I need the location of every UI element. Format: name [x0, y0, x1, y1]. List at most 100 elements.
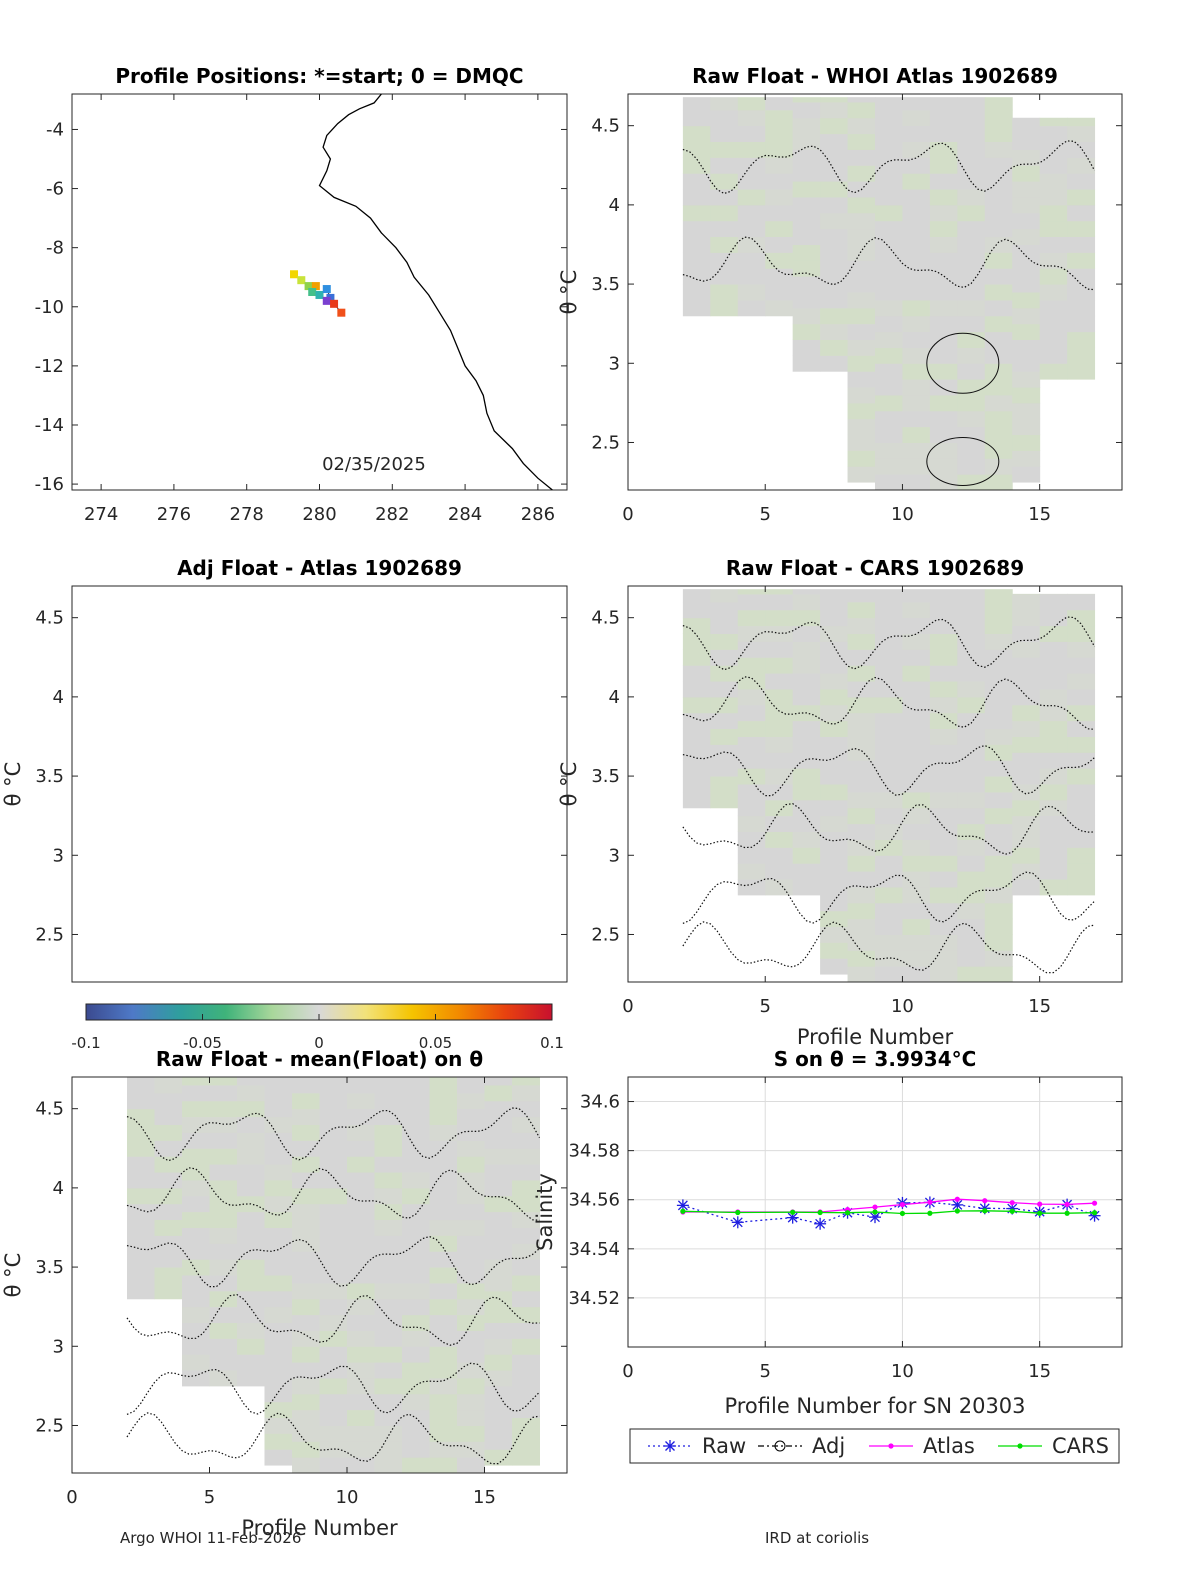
heatmap-cell — [347, 1235, 375, 1252]
footer-left: Argo WHOI 11-Feb-2026 — [120, 1529, 301, 1547]
x-tick-label: 280 — [302, 504, 336, 525]
heatmap-field — [682, 97, 1096, 490]
heatmap-cell — [820, 355, 849, 372]
heatmap-cell — [929, 236, 958, 253]
heatmap-cell — [682, 665, 711, 682]
y-tick-label: -10 — [35, 297, 64, 318]
heatmap-cell — [957, 601, 986, 619]
heatmap-cell — [1039, 284, 1068, 301]
heatmap-cell — [929, 696, 958, 714]
heatmap-cell — [1012, 688, 1041, 706]
heatmap-cell — [984, 204, 1013, 222]
heatmap-cell — [957, 665, 986, 682]
heatmap-cell — [484, 1290, 513, 1308]
heatmap-cell — [319, 1108, 348, 1126]
y-tick-label: 4 — [609, 687, 620, 708]
heatmap-cell — [457, 1409, 485, 1426]
heatmap-cell — [374, 1282, 403, 1300]
heatmap-cell — [374, 1092, 403, 1110]
heatmap-cell — [237, 1077, 265, 1086]
heatmap-cell — [820, 117, 849, 135]
heatmap-cell — [875, 649, 903, 666]
heatmap-cell — [984, 458, 1013, 475]
x-tick-label: 284 — [448, 504, 482, 525]
heatmap-cell — [875, 109, 903, 127]
heatmap-cell — [737, 125, 766, 143]
heatmap-cell — [512, 1084, 540, 1102]
heatmap-cell — [1012, 339, 1041, 356]
heatmap-cell — [765, 236, 794, 253]
heatmap-cell — [847, 791, 876, 809]
heatmap-cell — [319, 1441, 348, 1458]
heatmap-cell — [875, 379, 903, 396]
heatmap-cell — [1039, 593, 1068, 595]
heatmap-cell — [875, 855, 903, 872]
heatmap-cell — [765, 673, 794, 690]
heatmap-cell — [1012, 418, 1041, 436]
heatmap-cell — [984, 426, 1013, 443]
heatmap-cell — [957, 141, 986, 158]
heatmap-cell — [929, 442, 958, 459]
heatmap-cell — [127, 1172, 155, 1189]
heatmap-cell — [929, 299, 958, 317]
heatmap-cell — [875, 410, 903, 428]
heatmap-cell — [1067, 236, 1096, 253]
heatmap-cell — [292, 1393, 320, 1411]
heatmap-cell — [765, 252, 794, 269]
heatmap-cell — [457, 1187, 485, 1205]
heatmap-cell — [847, 196, 876, 214]
heatmap-cell — [292, 1172, 320, 1189]
heatmap-cell — [682, 299, 711, 317]
heatmap-cell — [902, 855, 931, 872]
y-tick-label: 4 — [609, 195, 620, 216]
heatmap-cell — [1012, 387, 1041, 404]
heatmap-cell — [875, 950, 903, 967]
heatmap-cell — [402, 1235, 430, 1252]
heatmap-cell — [127, 1156, 155, 1173]
heatmap-cell — [929, 284, 958, 301]
heatmap-cell — [957, 157, 986, 174]
heatmap-field — [126, 1077, 541, 1473]
data-point — [680, 1208, 686, 1214]
heatmap-cell — [512, 1164, 540, 1181]
heatmap-cell — [292, 1441, 320, 1458]
colorbar-tick-label: -0.1 — [71, 1034, 100, 1052]
heatmap-cell — [682, 776, 711, 793]
heatmap-cell — [875, 902, 903, 920]
heatmap-cell — [402, 1298, 430, 1316]
heatmap-cell — [737, 220, 766, 238]
heatmap-cell — [875, 97, 903, 111]
heatmap-cell — [929, 681, 958, 698]
heatmap-cell — [182, 1195, 210, 1213]
y-axis-label: θ °C — [557, 270, 581, 315]
heatmap-cell — [847, 696, 876, 714]
heatmap-cell — [319, 1346, 348, 1363]
profile-position — [308, 288, 317, 296]
heatmap-cell — [875, 589, 903, 603]
legend-label: Adj — [812, 1434, 845, 1458]
heatmap-cell — [457, 1156, 485, 1173]
heatmap-cell — [737, 157, 766, 174]
data-point — [815, 1218, 826, 1229]
heatmap-cell — [792, 307, 821, 325]
y-tick-label: 3.5 — [591, 766, 620, 787]
heatmap-cell — [792, 863, 821, 880]
heatmap-cell — [1067, 847, 1096, 864]
heatmap-cell — [682, 236, 711, 253]
heatmap-cell — [847, 617, 876, 635]
data-point — [1009, 1200, 1015, 1206]
heatmap-cell — [182, 1338, 210, 1355]
heatmap-cell — [402, 1457, 430, 1473]
y-tick-label: 4 — [53, 687, 64, 708]
heatmap-cell — [984, 299, 1013, 317]
heatmap-cell — [902, 363, 931, 380]
heatmap-cell — [682, 589, 711, 603]
heatmap-cell — [1012, 260, 1041, 277]
heatmap-cell — [957, 252, 986, 269]
heatmap-cell — [374, 1377, 403, 1395]
heatmap-cell — [209, 1077, 238, 1086]
heatmap-cell — [820, 339, 849, 356]
heatmap-cell — [1012, 720, 1041, 737]
heatmap-cell — [1067, 299, 1096, 317]
heatmap-cell — [875, 665, 903, 682]
